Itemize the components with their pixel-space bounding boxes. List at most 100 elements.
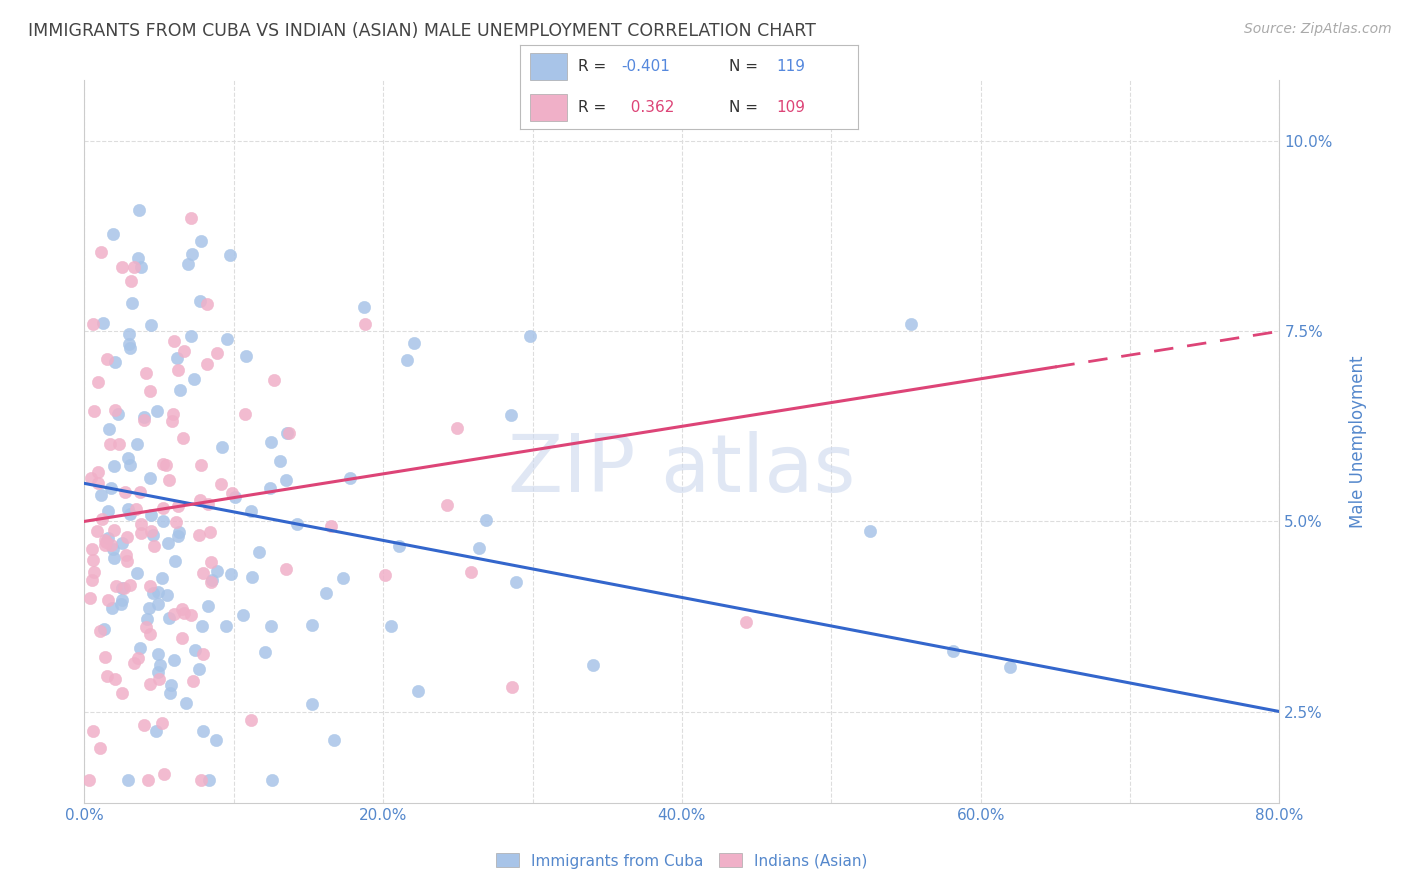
Point (96, 351, 118, 366)
Point (128, 202, 150, 217)
Point (146, 403, 169, 417)
Point (269, 454, 291, 468)
Point (152, 514, 174, 528)
Point (117, 772, 139, 787)
Point (374, 568, 396, 582)
Point (162, 407, 184, 421)
Point (98, 437, 121, 451)
Point (100, 538, 122, 552)
Point (146, 597, 169, 611)
Point (191, 619, 214, 633)
Point (165, 515, 187, 529)
Point (117, 530, 139, 544)
Point (332, 571, 354, 585)
Point (301, 618, 323, 632)
Point (190, 772, 212, 787)
Point (118, 507, 141, 521)
Point (121, 295, 143, 310)
Point (135, 366, 157, 380)
Point (859, 524, 882, 538)
Point (181, 673, 204, 688)
Point (163, 652, 186, 666)
Point (117, 450, 139, 465)
Point (301, 698, 323, 712)
Point (82, 553, 104, 567)
Point (460, 565, 482, 579)
Point (260, 434, 283, 449)
Point (82, 724, 104, 739)
Point (180, 247, 202, 261)
Point (180, 608, 202, 623)
Point (103, 523, 125, 537)
Point (148, 672, 170, 686)
Point (505, 574, 527, 589)
Point (114, 485, 136, 500)
Point (162, 414, 184, 428)
Point (89, 740, 111, 755)
Point (274, 474, 297, 488)
Point (82, 541, 104, 556)
Point (205, 564, 228, 578)
Point (139, 508, 162, 522)
Point (215, 619, 238, 633)
Point (354, 317, 377, 331)
Point (108, 437, 131, 451)
Point (111, 581, 134, 595)
Point (127, 566, 149, 581)
Point (145, 724, 167, 739)
Point (111, 686, 134, 700)
Point (104, 579, 127, 593)
Point (77, 772, 100, 787)
Point (118, 326, 141, 341)
Point (259, 481, 281, 495)
Point (380, 619, 402, 633)
Point (167, 500, 190, 514)
Point (143, 539, 166, 553)
Point (104, 403, 127, 417)
Point (135, 612, 157, 626)
Point (900, 317, 922, 331)
Point (97, 504, 120, 518)
Point (128, 484, 150, 499)
Point (187, 662, 209, 676)
Point (232, 607, 254, 622)
Point (124, 656, 146, 670)
Point (129, 526, 152, 541)
Point (83, 404, 105, 418)
Point (150, 715, 173, 730)
Point (446, 421, 468, 435)
Point (402, 336, 425, 351)
Point (82, 317, 104, 331)
Point (169, 383, 191, 397)
Point (323, 732, 346, 747)
Point (90, 488, 112, 502)
Point (136, 772, 159, 787)
Point (129, 260, 152, 275)
Point (103, 227, 125, 241)
Text: 0.362: 0.362 (621, 100, 675, 115)
Point (157, 611, 180, 625)
Point (87, 475, 110, 490)
Point (195, 358, 218, 372)
Point (582, 658, 605, 673)
Point (260, 772, 283, 787)
Point (395, 353, 418, 368)
Point (107, 407, 129, 421)
Text: IMMIGRANTS FROM CUBA VS INDIAN (ASIAN) MALE UNEMPLOYMENT CORRELATION CHART: IMMIGRANTS FROM CUBA VS INDIAN (ASIAN) M… (28, 22, 815, 40)
Point (152, 766, 174, 780)
Point (87, 375, 110, 389)
Point (159, 678, 181, 692)
Point (198, 524, 221, 539)
Point (193, 724, 215, 739)
Point (205, 346, 228, 360)
Point (100, 481, 122, 495)
Point (173, 343, 195, 358)
Point (83, 565, 105, 579)
Point (96, 531, 118, 545)
Point (93, 623, 115, 637)
Point (111, 536, 134, 550)
Point (193, 566, 215, 581)
Point (94, 649, 117, 664)
Point (79, 591, 101, 606)
Point (101, 541, 124, 556)
